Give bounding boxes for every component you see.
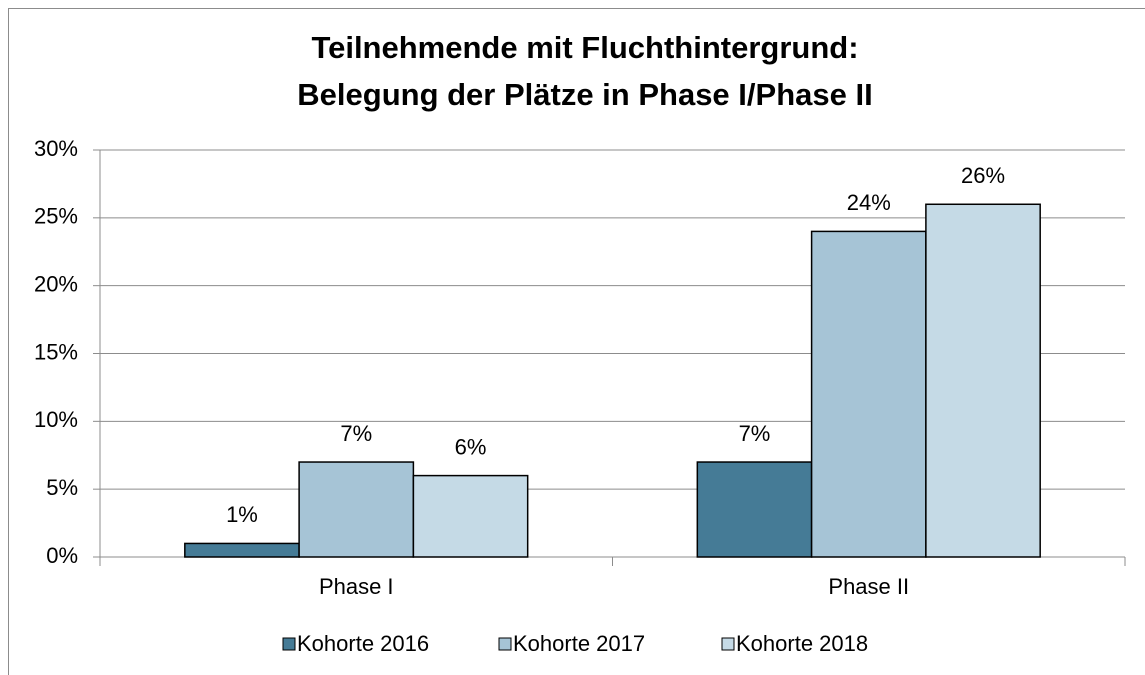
y-tick-label: 25%	[34, 204, 78, 229]
legend-swatch	[721, 637, 735, 651]
y-tick-label: 5%	[46, 475, 78, 500]
bar	[184, 542, 300, 558]
legend-label: Kohorte 2017	[513, 631, 645, 656]
bar	[696, 461, 813, 558]
legend-label: Kohorte 2016	[297, 631, 429, 656]
bar	[298, 461, 415, 558]
chart-title: Teilnehmende mit Fluchthintergrund:	[311, 30, 858, 65]
value-label: 6%	[455, 434, 487, 459]
y-tick-label: 0%	[46, 543, 78, 568]
value-label: 26%	[961, 163, 1005, 188]
bar	[810, 230, 927, 558]
bar	[412, 474, 529, 558]
legend-swatch	[282, 637, 296, 651]
value-label: 7%	[340, 421, 372, 446]
bar	[925, 203, 1041, 558]
y-tick-label: 10%	[34, 407, 78, 432]
y-tick-label: 30%	[34, 136, 78, 161]
y-tick-label: 20%	[34, 271, 78, 296]
x-tick-label: Phase II	[828, 574, 909, 599]
value-label: 1%	[226, 502, 258, 527]
chart-title: Belegung der Plätze in Phase I/Phase II	[297, 77, 872, 112]
legend-label: Kohorte 2018	[736, 631, 868, 656]
legend-swatch	[498, 637, 512, 651]
y-tick-label: 15%	[34, 339, 78, 364]
value-label: 7%	[739, 421, 771, 446]
value-label: 24%	[847, 190, 891, 215]
x-tick-label: Phase I	[319, 574, 394, 599]
